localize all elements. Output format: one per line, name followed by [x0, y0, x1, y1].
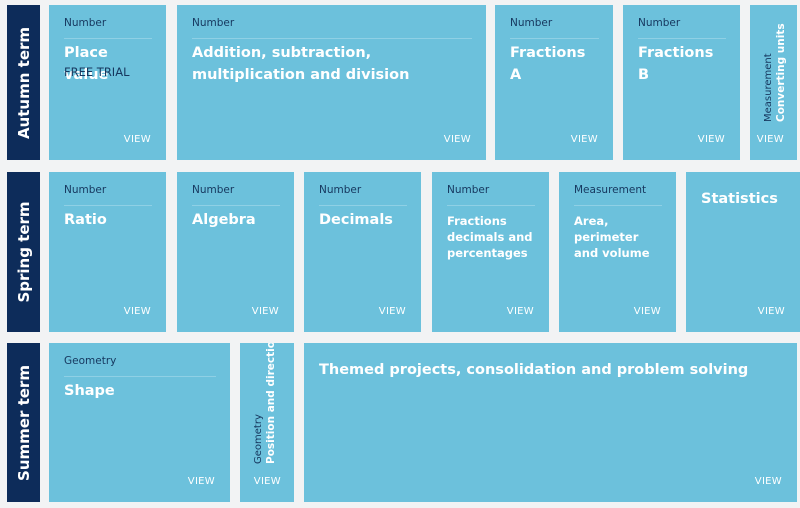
view-link[interactable]: VIEW: [697, 134, 725, 145]
unit-tile[interactable]: Number Addition, subtraction, multiplicat…: [177, 5, 486, 160]
separator: [192, 205, 280, 206]
unit-tile[interactable]: Themed projects, consolidation and probl…: [304, 343, 797, 502]
unit-category: Number: [192, 17, 235, 29]
unit-category: Number: [638, 17, 681, 29]
view-link[interactable]: VIEW: [443, 134, 471, 145]
term-label: Spring term: [14, 201, 33, 303]
separator: [447, 205, 535, 206]
term-header: Autumn term: [7, 5, 40, 160]
separator: [64, 376, 216, 377]
view-link[interactable]: VIEW: [378, 306, 406, 317]
vertical-label: Geometry Position and direction: [252, 343, 278, 464]
unit-title: Area, perimeter and volume: [574, 214, 650, 260]
view-link[interactable]: VIEW: [570, 134, 598, 145]
unit-category: Number: [64, 184, 107, 196]
vertical-label: Measurement Converting units: [762, 23, 788, 122]
unit-title: Place value: [64, 45, 109, 83]
unit-tile[interactable]: Number Ratio VIEW: [49, 172, 166, 332]
view-link[interactable]: VIEW: [187, 476, 215, 487]
unit-title: Statistics: [701, 191, 778, 207]
unit-category: Number: [319, 184, 362, 196]
unit-tile[interactable]: Geometry Shape VIEW: [49, 343, 230, 502]
unit-title: Decimals: [319, 212, 393, 228]
separator: [319, 205, 407, 206]
view-link[interactable]: VIEW: [754, 476, 782, 487]
unit-category: Geometry: [253, 414, 264, 464]
unit-title: Fractions A: [510, 45, 586, 83]
unit-category: Measurement: [763, 53, 774, 122]
separator: [64, 205, 152, 206]
unit-category: Number: [447, 184, 490, 196]
view-link[interactable]: VIEW: [123, 306, 151, 317]
unit-title: Algebra: [192, 212, 256, 228]
unit-tile[interactable]: Measurement Area, perimeter and volume VIE…: [559, 172, 676, 332]
unit-title: Addition, subtraction, multiplication an…: [192, 45, 410, 83]
unit-title: Position and direction: [265, 343, 277, 464]
unit-tile[interactable]: Measurement Converting units VIEW: [750, 5, 797, 160]
unit-title: Themed projects, consolidation and probl…: [319, 362, 749, 378]
unit-subtitle: FREE TRIAL: [64, 65, 130, 79]
unit-tile[interactable]: Number Place value FREE TRIAL VIEW: [49, 5, 166, 160]
term-label: Summer term: [14, 364, 33, 481]
unit-tile[interactable]: Number Decimals VIEW: [304, 172, 421, 332]
separator: [192, 38, 472, 39]
unit-title: Fractions B: [638, 45, 714, 83]
unit-category: Number: [510, 17, 553, 29]
view-link[interactable]: VIEW: [757, 306, 785, 317]
term-header: Spring term: [7, 172, 40, 332]
unit-tile[interactable]: Number Fractions B VIEW: [623, 5, 740, 160]
term-label: Autumn term: [14, 26, 33, 139]
separator: [638, 38, 726, 39]
separator: [510, 38, 599, 39]
view-link[interactable]: VIEW: [506, 306, 534, 317]
view-link[interactable]: VIEW: [123, 134, 151, 145]
unit-category: Measurement: [574, 184, 647, 196]
separator: [64, 38, 152, 39]
unit-category: Number: [192, 184, 235, 196]
view-link[interactable]: VIEW: [251, 306, 279, 317]
unit-title: Fractions decimals and percentages: [447, 214, 533, 260]
view-link[interactable]: VIEW: [253, 476, 281, 487]
unit-category: Geometry: [64, 355, 117, 367]
unit-tile[interactable]: Geometry Position and direction VIEW: [240, 343, 294, 502]
unit-tile[interactable]: Number Fractions A VIEW: [495, 5, 613, 160]
unit-title: Shape: [64, 383, 115, 399]
term-header: Summer term: [7, 343, 40, 502]
view-link[interactable]: VIEW: [756, 134, 784, 145]
unit-tile[interactable]: Statistics VIEW: [686, 172, 800, 332]
unit-title: Ratio: [64, 212, 107, 228]
view-link[interactable]: VIEW: [633, 306, 661, 317]
unit-tile[interactable]: Number Fractions decimals and percentages…: [432, 172, 549, 332]
unit-category: Number: [64, 17, 107, 29]
separator: [574, 205, 662, 206]
unit-title: Converting units: [775, 23, 787, 122]
unit-tile[interactable]: Number Algebra VIEW: [177, 172, 294, 332]
